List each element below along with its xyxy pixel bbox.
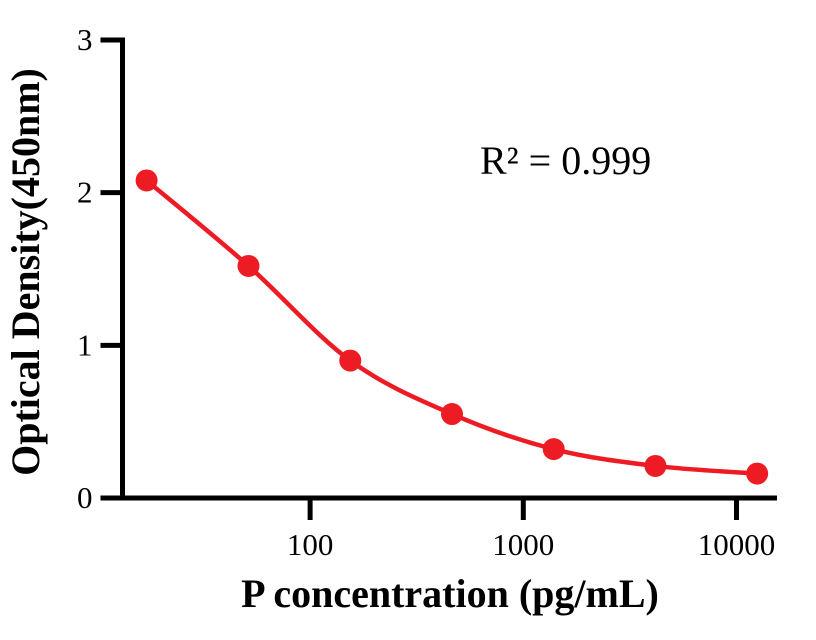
data-point	[135, 169, 158, 192]
fitted-curve	[144, 178, 760, 476]
y-tick-label: 1	[77, 327, 93, 362]
data-point	[441, 403, 464, 426]
data-point	[339, 349, 362, 372]
y-tick-label: 3	[77, 22, 93, 57]
data-point	[542, 438, 565, 461]
data-point	[237, 254, 260, 277]
x-tick-label: 10000	[698, 527, 776, 562]
x-tick-label: 100	[287, 527, 334, 562]
data-point	[746, 462, 769, 485]
y-axis-title: Optical Density(450nm)	[3, 68, 48, 476]
y-tick-label: 0	[77, 480, 93, 515]
x-axis-title: P concentration (pg/mL)	[241, 571, 659, 616]
x-tick-label: 1000	[492, 527, 554, 562]
data-point	[644, 454, 667, 477]
r-squared-annotation: R² = 0.999	[480, 138, 652, 183]
y-tick-label: 2	[77, 175, 93, 210]
